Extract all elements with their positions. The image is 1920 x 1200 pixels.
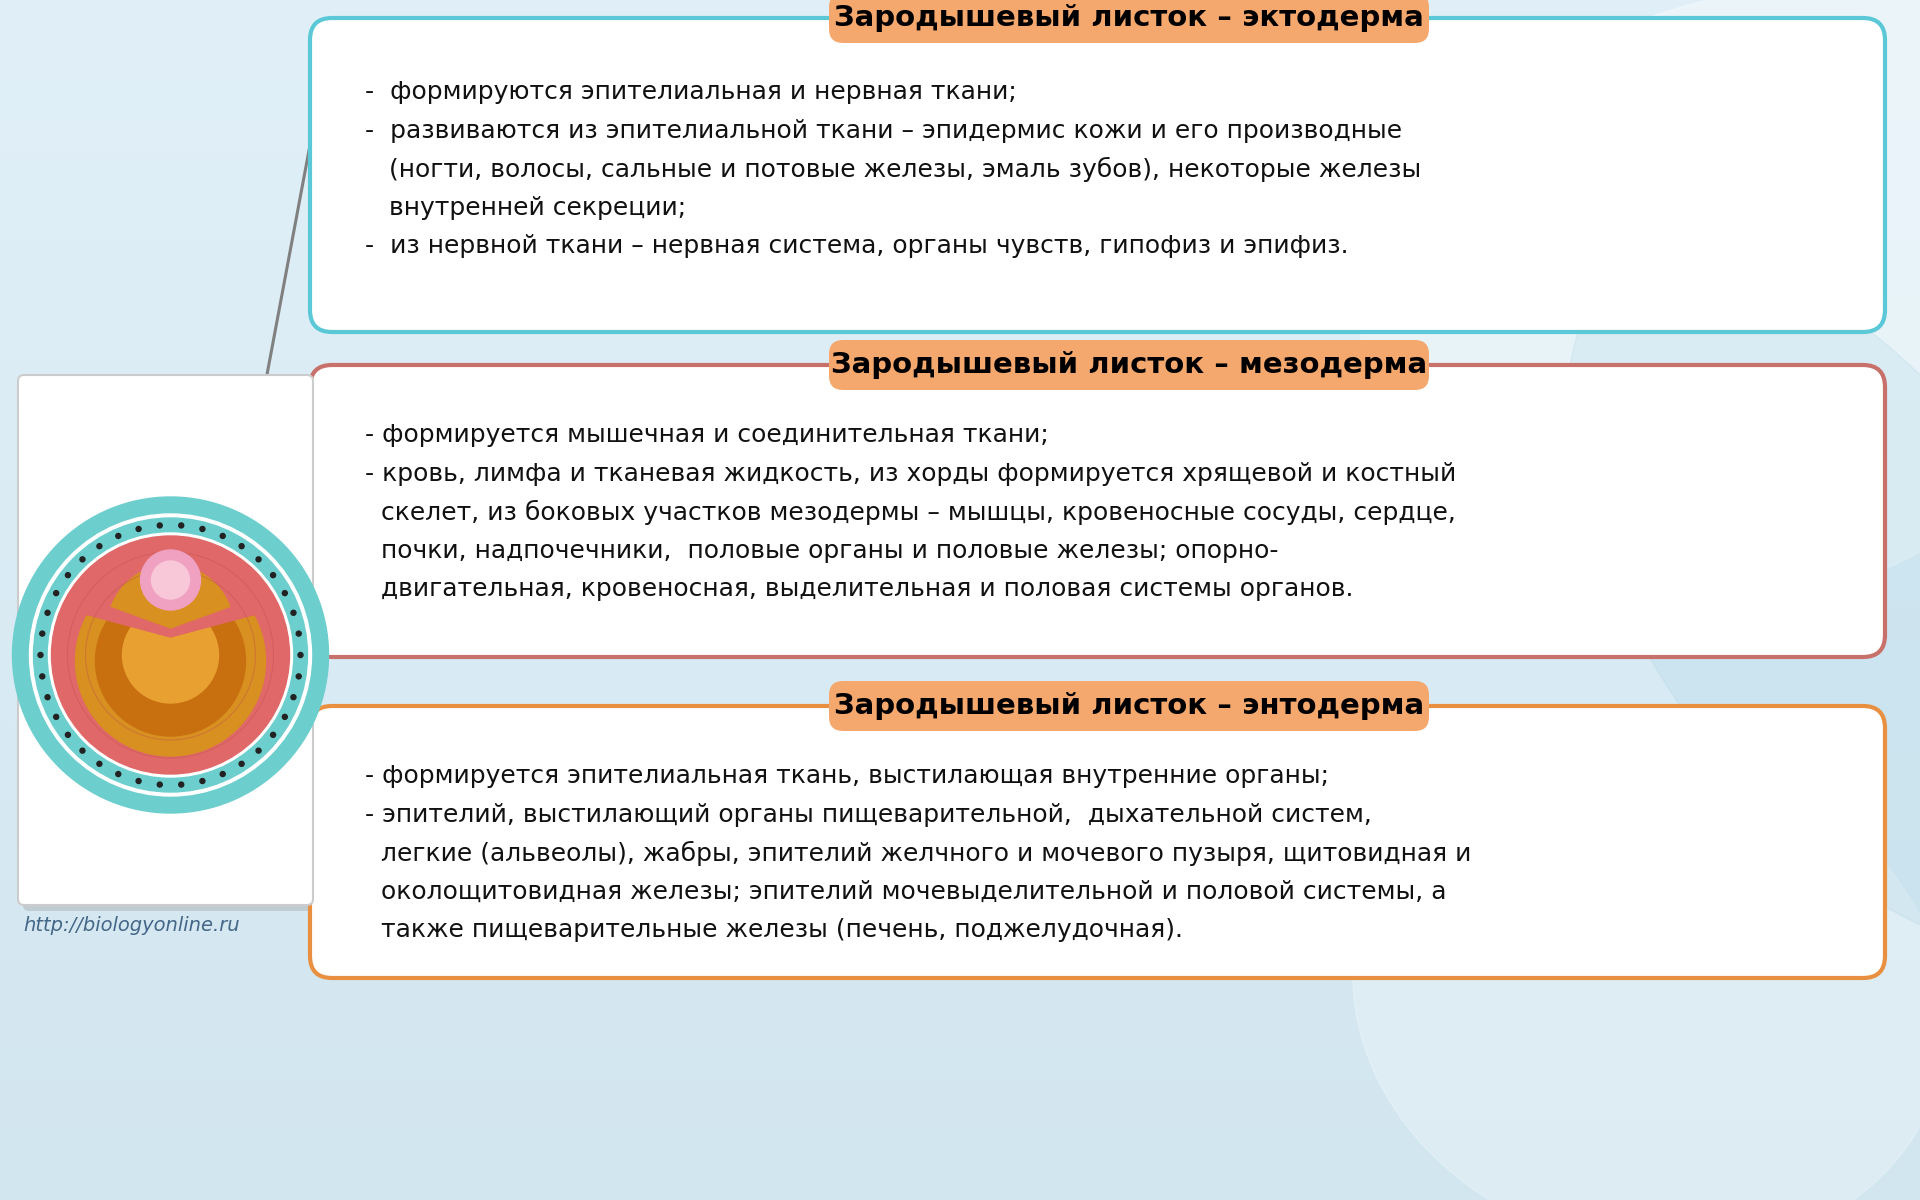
Circle shape <box>221 772 225 776</box>
Circle shape <box>75 566 265 756</box>
Circle shape <box>65 732 71 737</box>
Text: Зародышевый листок – мезодерма: Зародышевый листок – мезодерма <box>831 350 1427 379</box>
Circle shape <box>40 674 44 679</box>
FancyBboxPatch shape <box>829 680 1428 731</box>
Circle shape <box>271 732 276 737</box>
Circle shape <box>292 695 296 700</box>
Circle shape <box>115 534 121 539</box>
Text: - кровь, лимфа и тканевая жидкость, из хорды формируется хрящевой и костный: - кровь, лимфа и тканевая жидкость, из х… <box>365 462 1455 486</box>
Text: (ногти, волосы, сальные и потовые железы, эмаль зубов), некоторые железы: (ногти, волосы, сальные и потовые железы… <box>365 157 1421 182</box>
Text: скелет, из боковых участков мезодермы – мышцы, кровеносные сосуды, сердце,: скелет, из боковых участков мезодермы – … <box>365 500 1455 526</box>
Text: внутренней секреции;: внутренней секреции; <box>365 196 685 220</box>
Circle shape <box>179 523 184 528</box>
Circle shape <box>255 557 261 562</box>
Circle shape <box>296 631 301 636</box>
Circle shape <box>52 536 290 774</box>
Text: Зародышевый листок – эктодерма: Зародышевый листок – эктодерма <box>833 4 1425 32</box>
FancyBboxPatch shape <box>829 340 1428 390</box>
Circle shape <box>44 695 50 700</box>
Wedge shape <box>86 550 255 637</box>
Circle shape <box>255 748 261 754</box>
Circle shape <box>54 590 60 595</box>
Circle shape <box>96 761 102 767</box>
Circle shape <box>29 514 311 796</box>
Circle shape <box>33 518 307 792</box>
Ellipse shape <box>1354 746 1920 1200</box>
Circle shape <box>200 527 205 532</box>
Circle shape <box>157 523 163 528</box>
FancyBboxPatch shape <box>829 0 1428 43</box>
Circle shape <box>282 714 288 719</box>
FancyBboxPatch shape <box>309 706 1885 978</box>
Text: - эпителий, выстилающий органы пищеварительной,  дыхательной систем,: - эпителий, выстилающий органы пищеварит… <box>365 803 1373 827</box>
Circle shape <box>179 782 184 787</box>
Circle shape <box>200 779 205 784</box>
Circle shape <box>96 586 246 736</box>
Circle shape <box>296 674 301 679</box>
Circle shape <box>38 653 42 658</box>
FancyBboxPatch shape <box>309 18 1885 332</box>
Circle shape <box>221 534 225 539</box>
Text: http://biologyonline.ru: http://biologyonline.ru <box>23 916 240 935</box>
Circle shape <box>240 544 244 548</box>
Circle shape <box>44 611 50 616</box>
Text: -  развиваются из эпителиальной ткани – эпидермис кожи и его производные: - развиваются из эпителиальной ткани – э… <box>365 119 1402 143</box>
Circle shape <box>65 572 71 577</box>
Text: также пищеварительные железы (печень, поджелудочная).: также пищеварительные железы (печень, по… <box>365 918 1183 942</box>
Circle shape <box>123 607 219 703</box>
FancyBboxPatch shape <box>17 374 313 905</box>
Text: околощитовидная железы; эпителий мочевыделительной и половой системы, а: околощитовидная железы; эпителий мочевыд… <box>365 880 1446 904</box>
Circle shape <box>298 653 303 658</box>
Circle shape <box>48 533 292 778</box>
Circle shape <box>152 560 190 599</box>
Circle shape <box>81 748 84 754</box>
Circle shape <box>282 590 288 595</box>
Text: -  из нервной ткани – нервная система, органы чувств, гипофиз и эпифиз.: - из нервной ткани – нервная система, ор… <box>365 234 1348 258</box>
Circle shape <box>115 772 121 776</box>
Circle shape <box>136 779 140 784</box>
Text: двигательная, кровеносная, выделительная и половая системы органов.: двигательная, кровеносная, выделительная… <box>365 577 1354 601</box>
Circle shape <box>13 497 328 814</box>
Text: -  формируются эпителиальная и нервная ткани;: - формируются эпителиальная и нервная тк… <box>365 80 1018 104</box>
Circle shape <box>81 557 84 562</box>
Circle shape <box>40 631 44 636</box>
Text: Зародышевый листок – энтодерма: Зародышевый листок – энтодерма <box>833 692 1425 720</box>
FancyBboxPatch shape <box>309 365 1885 658</box>
Text: почки, надпочечники,  половые органы и половые железы; опорно-: почки, надпочечники, половые органы и по… <box>365 539 1279 563</box>
Text: легкие (альвеолы), жабры, эпителий желчного и мочевого пузыря, щитовидная и: легкие (альвеолы), жабры, эпителий желчн… <box>365 841 1471 866</box>
Circle shape <box>96 544 102 548</box>
Text: - формируется эпителиальная ткань, выстилающая внутренние органы;: - формируется эпителиальная ткань, высти… <box>365 764 1329 788</box>
Circle shape <box>240 761 244 767</box>
Ellipse shape <box>1361 0 1920 613</box>
Circle shape <box>136 527 140 532</box>
Circle shape <box>157 782 163 787</box>
Circle shape <box>54 714 60 719</box>
Wedge shape <box>111 565 230 628</box>
Text: - формируется мышечная и соединительная ткани;: - формируется мышечная и соединительная … <box>365 422 1048 446</box>
Circle shape <box>271 572 276 577</box>
Circle shape <box>292 611 296 616</box>
Circle shape <box>140 550 200 610</box>
Ellipse shape <box>1569 253 1920 947</box>
FancyBboxPatch shape <box>23 382 319 911</box>
